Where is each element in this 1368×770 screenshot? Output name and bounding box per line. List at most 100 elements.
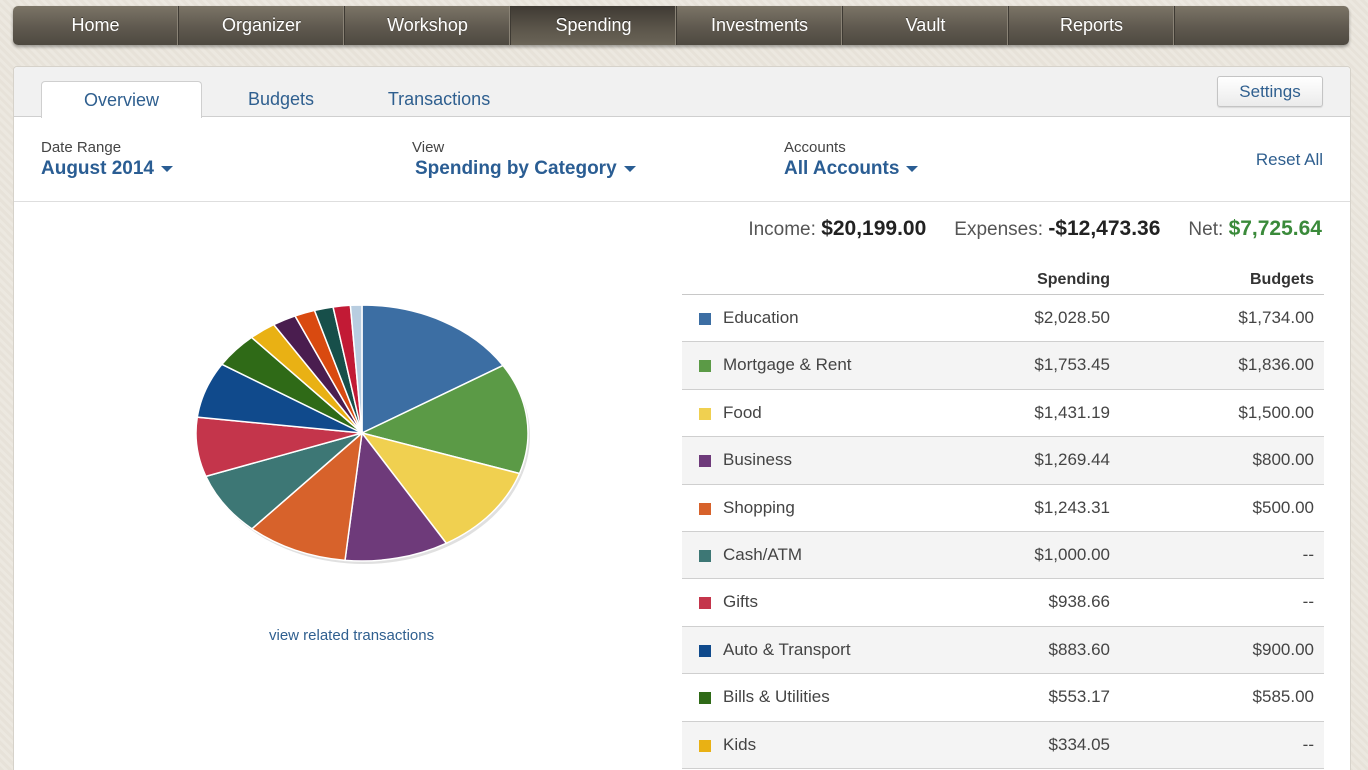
view-value: Spending by Category (415, 158, 617, 179)
table-row[interactable]: Gifts $938.66 -- (682, 579, 1324, 627)
table-row[interactable]: Auto & Transport $883.60 $900.00 (682, 626, 1324, 675)
nav-investments[interactable]: Investments (677, 6, 843, 45)
spending-amount: $1,243.31 (1034, 497, 1110, 517)
pie-slice-food[interactable] (360, 431, 521, 545)
view-filter: View Spending by Category (412, 139, 636, 181)
filter-bar: Date Range August 2014 View Spending by … (14, 118, 1350, 202)
pie-slice-education[interactable] (361, 304, 505, 435)
net-amount: $7,725.64 (1228, 217, 1322, 240)
nav-workshop[interactable]: Workshop (345, 6, 511, 45)
date-range-dropdown[interactable]: August 2014 (41, 157, 173, 181)
nav-organizer[interactable]: Organizer (179, 6, 345, 45)
spending-amount: $883.60 (1048, 639, 1110, 659)
budget-amount: -- (1302, 592, 1314, 612)
tab-overview[interactable]: Overview (41, 81, 202, 118)
accounts-filter: Accounts All Accounts (784, 139, 919, 181)
category-color-swatch (699, 313, 711, 325)
category-name: Food (723, 402, 762, 422)
category-name: Gifts (723, 592, 758, 612)
pie-slice-shopping[interactable] (250, 431, 364, 562)
spending-amount: $334.05 (1048, 734, 1110, 754)
spending-table: Spending Budgets Education $2,028.50 $1,73… (682, 263, 1324, 769)
table-header: Spending Budgets (682, 263, 1324, 295)
expenses-amount: -$12,473.36 (1048, 217, 1161, 240)
pie-chart-svg[interactable] (194, 303, 534, 565)
spending-pie-chart[interactable] (194, 303, 534, 565)
view-related-transactions-link[interactable]: view related transactions (269, 627, 435, 644)
nav-home[interactable]: Home (13, 6, 179, 45)
caret-down-icon (160, 166, 173, 172)
top-nav: Home Organizer Workshop Spending Investm… (13, 6, 1349, 45)
accounts-value: All Accounts (784, 158, 900, 179)
category-name: Business (723, 450, 792, 470)
accounts-dropdown[interactable]: All Accounts (784, 157, 919, 181)
table-row[interactable]: Kids $334.05 -- (682, 721, 1324, 769)
category-name: Bills & Utilities (723, 687, 830, 707)
expenses-summary: Expenses: -$12,473.36 (954, 217, 1160, 241)
category-name: Mortgage & Rent (723, 355, 852, 375)
nav-spacer (1175, 6, 1349, 45)
spending-amount: $2,028.50 (1034, 308, 1110, 327)
budget-amount: -- (1302, 734, 1314, 754)
budget-amount: $585.00 (1252, 687, 1314, 707)
caret-down-icon (906, 166, 919, 172)
income-summary: Income: $20,199.00 (748, 217, 926, 241)
table-row[interactable]: Business $1,269.44 $800.00 (682, 437, 1324, 485)
category-name: Education (723, 308, 799, 327)
table-row[interactable]: Bills & Utilities $553.17 $585.00 (682, 674, 1324, 722)
nav-reports[interactable]: Reports (1009, 6, 1175, 45)
spending-amount: $1,269.44 (1034, 450, 1110, 470)
date-range-label: Date Range (41, 139, 122, 156)
budget-amount: $500.00 (1252, 497, 1314, 517)
budget-amount: $800.00 (1252, 450, 1314, 470)
spending-amount: $938.66 (1048, 592, 1110, 612)
table-row[interactable]: Mortgage & Rent $1,753.45 $1,836.00 (682, 342, 1324, 390)
pie-slice-mortgage-rent[interactable] (359, 364, 529, 475)
category-name: Shopping (723, 497, 795, 517)
accounts-label: Accounts (784, 139, 846, 156)
net-summary: Net: $7,725.64 (1188, 217, 1322, 241)
spending-amount: $1,753.45 (1034, 355, 1110, 375)
expenses-label: Expenses: (954, 219, 1044, 240)
nav-vault[interactable]: Vault (843, 6, 1009, 45)
table-body: Education $2,028.50 $1,734.00 Mortgage & Re… (682, 295, 1324, 769)
budget-amount: $1,734.00 (1238, 308, 1314, 327)
pie-slice-other-14[interactable] (349, 304, 363, 434)
nav-spending[interactable]: Spending (511, 6, 677, 45)
category-color-swatch (699, 360, 711, 373)
spending-column-header: Spending (1037, 271, 1110, 288)
category-color-swatch (699, 455, 711, 468)
budget-amount: $900.00 (1252, 639, 1314, 659)
tab-budgets[interactable]: Budgets (247, 89, 315, 109)
category-color-swatch (699, 407, 711, 420)
table-row[interactable]: Education $2,028.50 $1,734.00 (682, 295, 1324, 343)
table-row[interactable]: Food $1,431.19 $1,500.00 (682, 390, 1324, 438)
tab-transactions[interactable]: Transactions (387, 89, 491, 109)
category-color-swatch (699, 692, 711, 705)
income-amount: $20,199.00 (821, 217, 927, 240)
spending-amount: $1,000.00 (1034, 544, 1110, 564)
category-color-swatch (699, 549, 711, 562)
summary-bar: Income: $20,199.00 Expenses: -$12,473.36… (748, 217, 1322, 241)
pie-slice-business[interactable] (344, 431, 448, 562)
category-name: Kids (723, 734, 757, 754)
category-name: Cash/ATM (723, 544, 803, 564)
budget-amount: $1,500.00 (1238, 402, 1314, 422)
reset-all-link[interactable]: Reset All (1255, 150, 1323, 169)
settings-button[interactable]: Settings (1217, 76, 1323, 107)
date-range-value: August 2014 (41, 158, 154, 179)
net-label: Net: (1188, 219, 1224, 240)
table-row[interactable]: Cash/ATM $1,000.00 -- (682, 531, 1324, 580)
income-label: Income: (748, 219, 816, 240)
budget-amount: -- (1302, 544, 1314, 564)
category-name: Auto & Transport (723, 639, 851, 659)
tab-bar: Overview Budgets Transactions Settings (14, 67, 1350, 118)
budget-amount: $1,836.00 (1238, 355, 1314, 375)
date-range-filter: Date Range August 2014 (41, 139, 173, 181)
table-row[interactable]: Shopping $1,243.31 $500.00 (682, 485, 1324, 532)
main-panel: Overview Budgets Transactions Settings D… (13, 66, 1351, 770)
spending-amount: $1,431.19 (1034, 402, 1110, 422)
spending-amount: $553.17 (1048, 687, 1110, 707)
view-dropdown[interactable]: Spending by Category (415, 157, 636, 181)
view-label: View (412, 139, 445, 156)
